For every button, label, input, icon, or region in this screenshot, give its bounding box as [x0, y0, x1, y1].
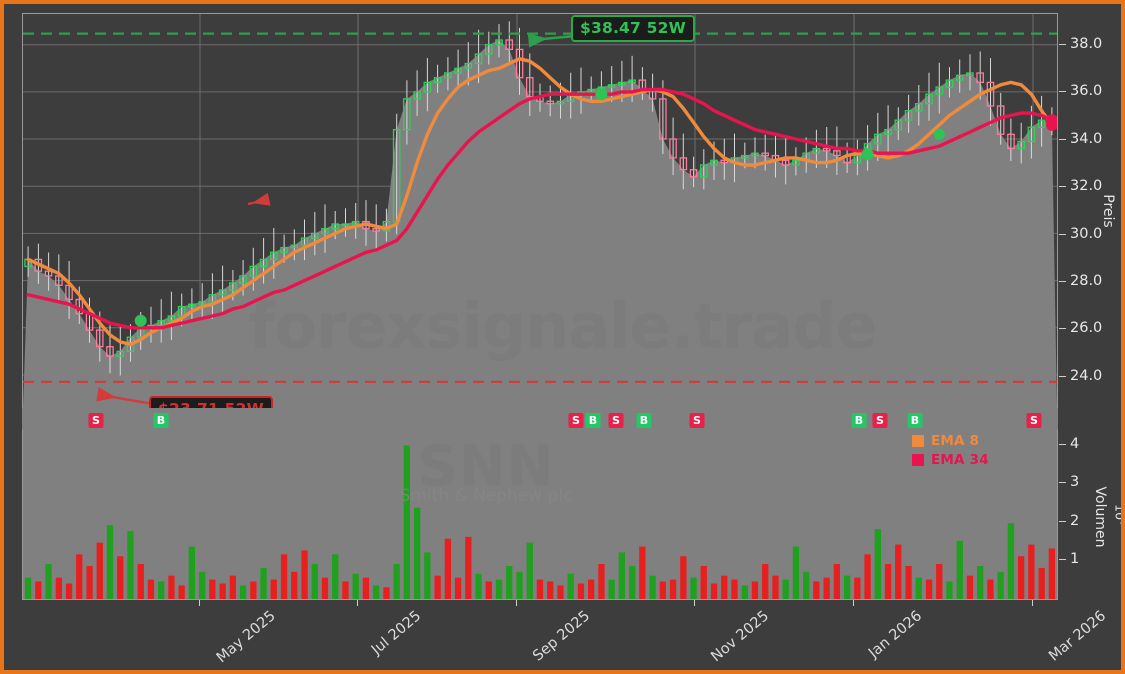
- sell-signal-marker[interactable]: S: [872, 413, 888, 428]
- price-axis-tick-label: 28.0: [1070, 272, 1103, 289]
- legend-item[interactable]: EMA 34: [912, 452, 989, 468]
- date-axis-tick-mark: [1032, 600, 1033, 606]
- date-axis-tick-label: May 2025: [213, 608, 279, 667]
- ema-legend: EMA 8 EMA 34: [912, 433, 989, 468]
- date-axis-tick-mark: [199, 600, 200, 606]
- price-axis-tick-label: 36.0: [1070, 83, 1103, 100]
- volume-chart-canvas: [24, 445, 1055, 599]
- date-axis-tick-label: Sep 2025: [530, 608, 594, 665]
- date-axis-tick-label: Jan 2026: [865, 608, 926, 662]
- price-axis-title: Preis: [1100, 194, 1116, 228]
- price-panel: [22, 13, 1058, 409]
- volume-axis-tick-mark: [1059, 443, 1066, 445]
- buy-signal-marker[interactable]: B: [636, 413, 652, 428]
- volume-axis-title: Volumen: [1092, 486, 1108, 548]
- legend-item[interactable]: EMA 8: [912, 433, 989, 449]
- legend-color-swatch: [912, 435, 924, 447]
- date-axis-tick-mark: [357, 600, 358, 606]
- date-axis-tick-mark: [516, 600, 517, 606]
- price-axis-tick-label: 38.0: [1070, 35, 1103, 52]
- price-axis-tick-mark: [1059, 375, 1066, 377]
- buy-signal-marker[interactable]: B: [585, 413, 601, 428]
- price-axis-tick-mark: [1059, 138, 1066, 140]
- volume-axis-tick-mark: [1059, 482, 1066, 484]
- volume-panel: [22, 430, 1058, 600]
- date-axis-tick-label: Jul 2025: [368, 608, 425, 659]
- buy-signal-marker[interactable]: B: [907, 413, 923, 428]
- sell-signal-marker[interactable]: S: [88, 413, 104, 428]
- volume-axis-exponent: 106: [1112, 504, 1125, 526]
- price-axis-tick-label: 24.0: [1070, 367, 1103, 384]
- volume-axis-tick-label: 2: [1070, 512, 1080, 529]
- price-chart-canvas: [23, 14, 1057, 408]
- date-axis-tick-label: Nov 2025: [708, 608, 773, 666]
- price-axis-tick-mark: [1059, 233, 1066, 235]
- price-axis-tick-mark: [1059, 328, 1066, 330]
- sell-signal-marker[interactable]: S: [1026, 413, 1042, 428]
- price-axis-tick-label: 34.0: [1070, 130, 1103, 147]
- sell-signal-marker[interactable]: S: [568, 413, 584, 428]
- buy-signal-marker[interactable]: B: [153, 413, 169, 428]
- legend-label: EMA 8: [931, 433, 980, 449]
- sell-signal-marker[interactable]: S: [689, 413, 705, 428]
- volume-axis-tick-label: 4: [1070, 435, 1080, 452]
- volume-axis-tick-mark: [1059, 559, 1066, 561]
- price-axis-tick-mark: [1059, 91, 1066, 93]
- price-axis-tick-label: 26.0: [1070, 320, 1103, 337]
- volume-axis-tick-label: 1: [1070, 551, 1080, 568]
- sell-signal-marker[interactable]: S: [608, 413, 624, 428]
- price-axis-tick-mark: [1059, 280, 1066, 282]
- price-axis-tick-label: 30.0: [1070, 225, 1103, 242]
- buy-signal-marker[interactable]: B: [851, 413, 867, 428]
- legend-color-swatch: [912, 454, 924, 466]
- date-axis-tick-label: Mar 2026: [1046, 608, 1110, 665]
- price-axis-tick-label: 32.0: [1070, 178, 1103, 195]
- high-52w-badge: $38.47 52W: [571, 15, 695, 42]
- price-axis-tick-mark: [1059, 186, 1066, 188]
- date-axis-tick-mark: [853, 600, 854, 606]
- price-axis-tick-mark: [1059, 43, 1066, 45]
- volume-axis-tick-label: 3: [1070, 474, 1080, 491]
- volume-axis-tick-mark: [1059, 520, 1066, 522]
- legend-label: EMA 34: [931, 452, 989, 468]
- date-axis-tick-mark: [694, 600, 695, 606]
